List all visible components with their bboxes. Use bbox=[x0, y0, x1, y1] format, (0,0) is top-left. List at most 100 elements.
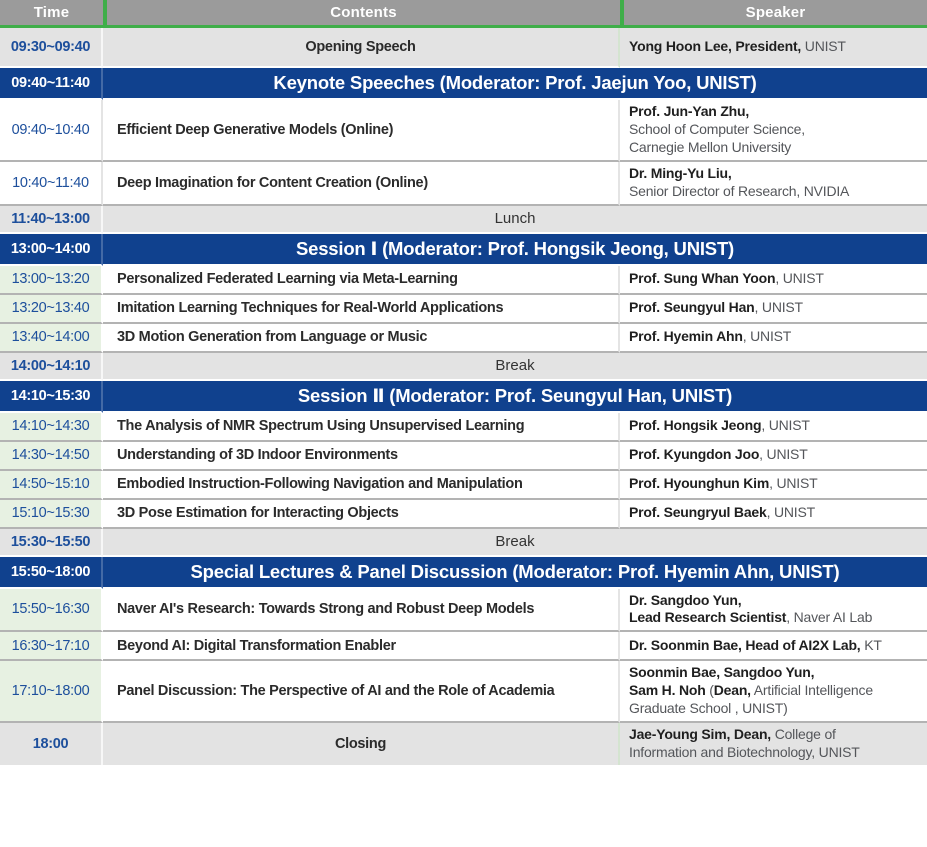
contents-cell: Efficient Deep Generative Models (Online… bbox=[103, 100, 620, 162]
highlight-row: 18:00 Closing Jae-Young Sim, Dean, College… bbox=[0, 723, 927, 765]
break-row: 15:30~15:50 Break bbox=[0, 528, 927, 557]
speaker-line: Prof. Hongsik Jeong, UNIST bbox=[629, 417, 810, 434]
contents-cell: Deep Imagination for Content Creation (O… bbox=[103, 161, 620, 206]
contents-cell: Imitation Learning Techniques for Real-W… bbox=[103, 294, 620, 324]
time-cell: 13:20~13:40 bbox=[0, 294, 103, 324]
highlight-row: 09:30~09:40 Opening Speech Yong Hoon Lee, … bbox=[0, 28, 927, 68]
speaker-cell: Yong Hoon Lee, President, UNIST bbox=[620, 28, 927, 68]
break-label-cell: Break bbox=[103, 528, 927, 557]
speaker-cell: Jae-Young Sim, Dean, College of Informati… bbox=[620, 723, 927, 765]
speaker-cell: Dr. Sangdoo Yun, Lead Research Scientist,… bbox=[620, 588, 927, 633]
time-cell: 14:50~15:10 bbox=[0, 470, 103, 500]
speaker-line: Dr. Sangdoo Yun, bbox=[629, 591, 742, 608]
speaker-cell: Dr. Ming-Yu Liu, Senior Director of Resea… bbox=[620, 161, 927, 206]
contents-cell: Naver AI's Research: Towards Strong and … bbox=[103, 588, 620, 633]
talk-row: 14:30~14:50 Understanding of 3D Indoor En… bbox=[0, 441, 927, 471]
speaker-line: Prof. Hyounghun Kim, UNIST bbox=[629, 475, 818, 492]
time-cell: 17:10~18:00 bbox=[0, 661, 103, 724]
speaker-line: Yong Hoon Lee, President, UNIST bbox=[629, 38, 846, 55]
section-title-cell: Keynote Speeches (Moderator: Prof. Jaeju… bbox=[103, 68, 927, 100]
time-cell: 15:50~16:30 bbox=[0, 588, 103, 633]
table-body: 09:30~09:40 Opening Speech Yong Hoon Lee, … bbox=[0, 28, 927, 765]
speaker-cell: Prof. Jun-Yan Zhu, School of Computer Sci… bbox=[620, 100, 927, 162]
speaker-line: Prof. Seungyul Han, UNIST bbox=[629, 299, 803, 316]
column-header-time: Time bbox=[0, 0, 103, 28]
break-label-cell: Break bbox=[103, 352, 927, 381]
time-cell: 13:00~13:20 bbox=[0, 265, 103, 295]
time-cell: 18:00 bbox=[0, 723, 103, 765]
section-band-row: 09:40~11:40 Keynote Speeches (Moderator: … bbox=[0, 68, 927, 100]
contents-cell: Opening Speech bbox=[103, 28, 620, 68]
speaker-line: Jae-Young Sim, Dean, College of bbox=[629, 726, 836, 743]
section-band-row: 14:10~15:30 Session Ⅱ (Moderator: Prof. S… bbox=[0, 380, 927, 413]
time-cell: 15:30~15:50 bbox=[0, 528, 103, 557]
speaker-line: Senior Director of Research, NVIDIA bbox=[629, 182, 850, 199]
speaker-line: Information and Biotechnology, UNIST bbox=[629, 743, 860, 760]
time-cell: 14:10~14:30 bbox=[0, 412, 103, 442]
speaker-line: Prof. Seungryul Baek, UNIST bbox=[629, 504, 815, 521]
speaker-cell: Prof. Hyemin Ahn, UNIST bbox=[620, 323, 927, 353]
break-row: 11:40~13:00 Lunch bbox=[0, 205, 927, 234]
section-title-cell: Session Ⅰ (Moderator: Prof. Hongsik Jeon… bbox=[103, 233, 927, 266]
speaker-cell: Soonmin Bae, Sangdoo Yun, Sam H. Noh (Dea… bbox=[620, 661, 927, 724]
speaker-line: Prof. Jun-Yan Zhu, bbox=[629, 103, 750, 119]
speaker-line: Graduate School , UNIST) bbox=[629, 700, 788, 717]
contents-cell: The Analysis of NMR Spectrum Using Unsup… bbox=[103, 412, 620, 442]
talk-row: 17:10~18:00 Panel Discussion: The Perspec… bbox=[0, 661, 927, 724]
speaker-line: School of Computer Science, bbox=[629, 120, 805, 137]
contents-cell: Understanding of 3D Indoor Environments bbox=[103, 441, 620, 471]
time-cell: 13:00~14:00 bbox=[0, 233, 103, 266]
time-cell: 16:30~17:10 bbox=[0, 632, 103, 662]
time-cell: 14:30~14:50 bbox=[0, 441, 103, 471]
speaker-line: Lead Research Scientist, Naver AI Lab bbox=[629, 609, 873, 626]
contents-cell: 3D Motion Generation from Language or Mu… bbox=[103, 323, 620, 353]
talk-row: 13:00~13:20 Personalized Federated Learni… bbox=[0, 265, 927, 295]
section-title-cell: Session Ⅱ (Moderator: Prof. Seungyul Han… bbox=[103, 380, 927, 413]
speaker-cell: Prof. Seungyul Han, UNIST bbox=[620, 294, 927, 324]
speaker-line: Dr. Ming-Yu Liu, bbox=[629, 164, 732, 181]
speaker-line: Soonmin Bae, Sangdoo Yun, bbox=[629, 664, 815, 681]
header-row: Time Contents Speaker bbox=[0, 0, 927, 28]
column-header-contents: Contents bbox=[103, 0, 620, 28]
speaker-line: Prof. Sung Whan Yoon, UNIST bbox=[629, 270, 824, 287]
speaker-cell: Dr. Soonmin Bae, Head of AI2X Lab, KT bbox=[620, 632, 927, 662]
time-cell: 15:10~15:30 bbox=[0, 499, 103, 529]
talk-row: 13:20~13:40 Imitation Learning Techniques… bbox=[0, 294, 927, 324]
time-cell: 11:40~13:00 bbox=[0, 205, 103, 234]
time-cell: 10:40~11:40 bbox=[0, 161, 103, 206]
time-cell: 14:10~15:30 bbox=[0, 380, 103, 413]
column-header-speaker: Speaker bbox=[620, 0, 927, 28]
speaker-cell: Prof. Sung Whan Yoon, UNIST bbox=[620, 265, 927, 295]
contents-cell: Personalized Federated Learning via Meta… bbox=[103, 265, 620, 295]
break-label-cell: Lunch bbox=[103, 205, 927, 234]
talk-row: 14:50~15:10 Embodied Instruction-Followin… bbox=[0, 470, 927, 500]
speaker-line: Sam H. Noh (Dean, Artificial Intelligenc… bbox=[629, 682, 873, 699]
section-band-row: 13:00~14:00 Session Ⅰ (Moderator: Prof. H… bbox=[0, 233, 927, 266]
section-title-cell: Special Lectures & Panel Discussion (Mod… bbox=[103, 556, 927, 589]
contents-cell: Embodied Instruction-Following Navigatio… bbox=[103, 470, 620, 500]
time-cell: 09:40~10:40 bbox=[0, 100, 103, 162]
speaker-cell: Prof. Hyounghun Kim, UNIST bbox=[620, 470, 927, 500]
contents-cell: Beyond AI: Digital Transformation Enable… bbox=[103, 632, 620, 662]
speaker-line: Prof. Hyemin Ahn, UNIST bbox=[629, 328, 792, 345]
time-cell: 09:30~09:40 bbox=[0, 28, 103, 68]
speaker-line: Prof. Kyungdon Joo, UNIST bbox=[629, 446, 808, 463]
contents-cell: Closing bbox=[103, 723, 620, 765]
speaker-cell: Prof. Kyungdon Joo, UNIST bbox=[620, 441, 927, 471]
section-band-row: 15:50~18:00 Special Lectures & Panel Disc… bbox=[0, 556, 927, 589]
time-cell: 15:50~18:00 bbox=[0, 556, 103, 589]
contents-cell: 3D Pose Estimation for Interacting Objec… bbox=[103, 499, 620, 529]
table-header: Time Contents Speaker bbox=[0, 0, 927, 28]
talk-row: 14:10~14:30 The Analysis of NMR Spectrum … bbox=[0, 412, 927, 442]
program-schedule-table: Time Contents Speaker 09:30~09:40 Opening… bbox=[0, 0, 927, 765]
speaker-cell: Prof. Seungryul Baek, UNIST bbox=[620, 499, 927, 529]
speaker-line: Dr. Soonmin Bae, Head of AI2X Lab, KT bbox=[629, 636, 882, 653]
talk-row: 15:50~16:30 Naver AI's Research: Towards … bbox=[0, 588, 927, 633]
break-row: 14:00~14:10 Break bbox=[0, 352, 927, 381]
speaker-cell: Prof. Hongsik Jeong, UNIST bbox=[620, 412, 927, 442]
talk-row: 13:40~14:00 3D Motion Generation from Lan… bbox=[0, 323, 927, 353]
talk-row: 16:30~17:10 Beyond AI: Digital Transforma… bbox=[0, 632, 927, 662]
speaker-line: Carnegie Mellon University bbox=[629, 138, 792, 155]
time-cell: 13:40~14:00 bbox=[0, 323, 103, 353]
talk-row: 15:10~15:30 3D Pose Estimation for Intera… bbox=[0, 499, 927, 529]
